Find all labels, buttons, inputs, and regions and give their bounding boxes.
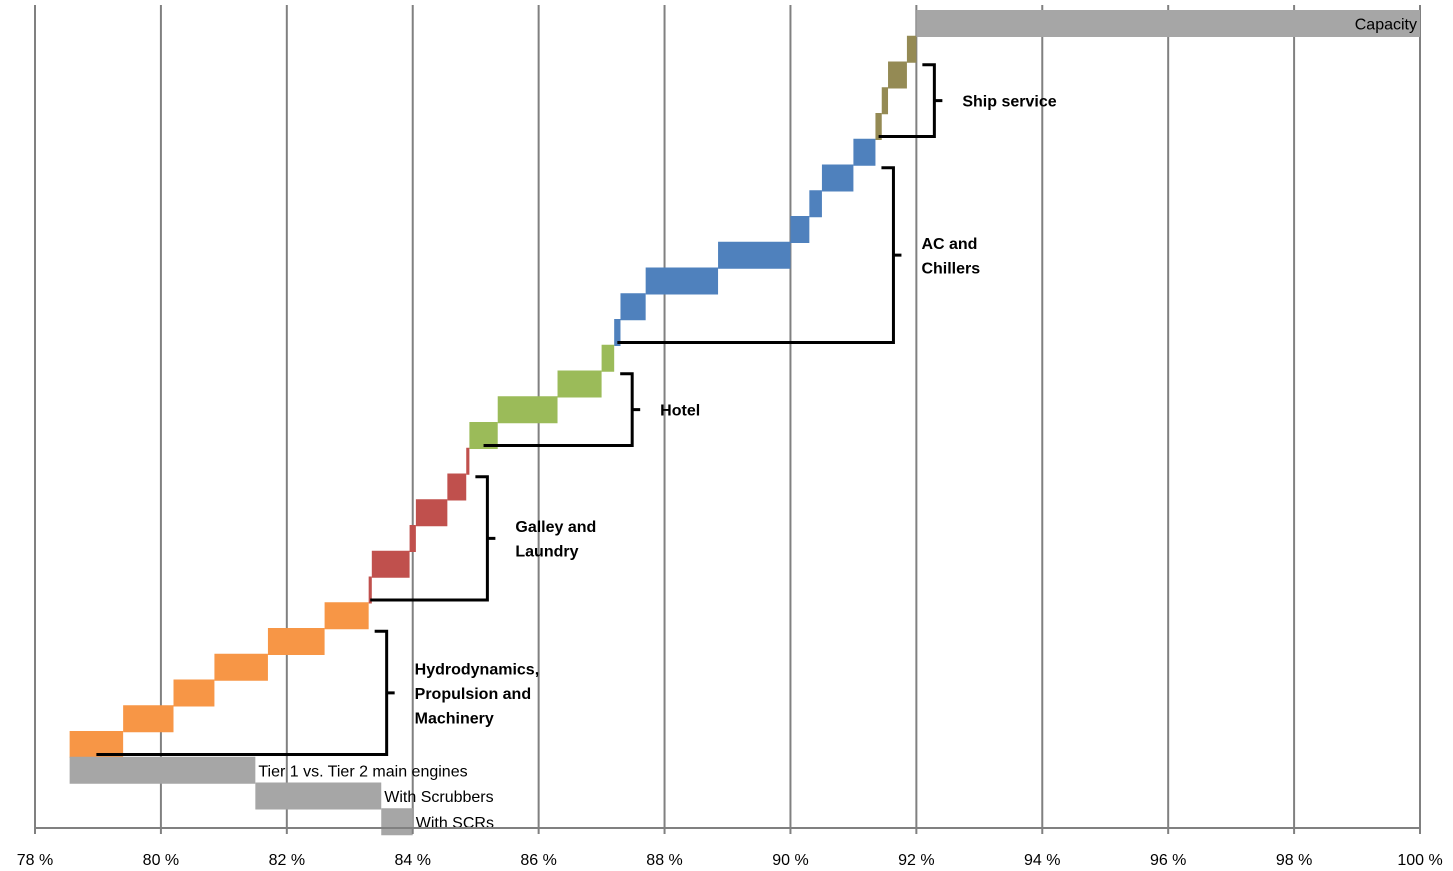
bar-23 (324, 602, 369, 630)
bar-15 (497, 396, 558, 424)
bar-13 (601, 344, 615, 372)
bar-label: With SCRs (416, 815, 494, 832)
x-tick-label: 78 % (17, 852, 53, 869)
x-tick-label: 86 % (520, 852, 556, 869)
x-axis: 78 % 80 % 82 % 84 % 86 % 88 % 90 % 92 % 94 % 96 %… (17, 827, 1443, 869)
group-label: Hydrodynamics, (415, 661, 539, 678)
bar-26 (173, 679, 215, 707)
x-tick-label: 96 % (1150, 852, 1186, 869)
x-tick-label: 92 % (898, 852, 934, 869)
bar-30 (255, 782, 382, 810)
bar-3 (881, 87, 889, 115)
bar-18 (447, 473, 467, 501)
group-label: AC and (921, 236, 977, 253)
x-tick-label: 94 % (1024, 852, 1060, 869)
bar-7 (809, 190, 822, 218)
group-label: Machinery (415, 710, 494, 727)
group-label: Chillers (921, 260, 980, 277)
bar-17 (466, 447, 470, 475)
group-label: Hotel (660, 403, 700, 420)
x-tick-label: 84 % (394, 852, 430, 869)
bar-9 (718, 241, 791, 269)
group-brackets (96, 63, 943, 756)
bar-22 (368, 576, 372, 604)
bar-12 (614, 319, 621, 346)
bar-1 (906, 35, 917, 63)
group-bracket (370, 475, 489, 602)
bar-27 (123, 705, 174, 733)
bar-25 (214, 653, 268, 681)
x-tick-label: 100 % (1397, 852, 1442, 869)
bar-20 (409, 525, 416, 552)
bar-31 (381, 808, 413, 836)
x-tick-label: 88 % (646, 852, 682, 869)
group-bracket (617, 166, 895, 344)
gridlines (34, 5, 1421, 828)
group-label: Galley and (515, 519, 596, 536)
group-label: Laundry (515, 544, 578, 561)
bar-21 (371, 550, 410, 578)
bar-19 (415, 499, 448, 527)
bar-2 (888, 61, 907, 89)
bar-14 (557, 370, 602, 398)
labels: Capacity Tier 1 vs. Tier 2 main engines Wi… (258, 17, 1417, 832)
x-tick-label: 82 % (269, 852, 305, 869)
bar-4 (875, 113, 882, 140)
bars (69, 10, 1420, 836)
x-tick-label: 98 % (1276, 852, 1312, 869)
bar-label-capacity: Capacity (1355, 17, 1417, 34)
bar-6 (821, 164, 854, 192)
bar-label: Tier 1 vs. Tier 2 main engines (258, 763, 467, 780)
bar-10 (645, 267, 719, 295)
bar-0 (916, 10, 1420, 37)
bar-5 (853, 138, 876, 166)
bar-8 (790, 216, 810, 243)
bar-29 (69, 756, 256, 784)
bar-11 (620, 293, 646, 321)
x-tick-label: 80 % (143, 852, 179, 869)
bar-24 (267, 628, 325, 655)
group-bracket (96, 629, 389, 756)
x-tick-label: 90 % (772, 852, 808, 869)
group-label: Ship service (962, 94, 1056, 111)
group-label: Propulsion and (415, 686, 531, 703)
bar-label: With Scrubbers (384, 789, 493, 806)
